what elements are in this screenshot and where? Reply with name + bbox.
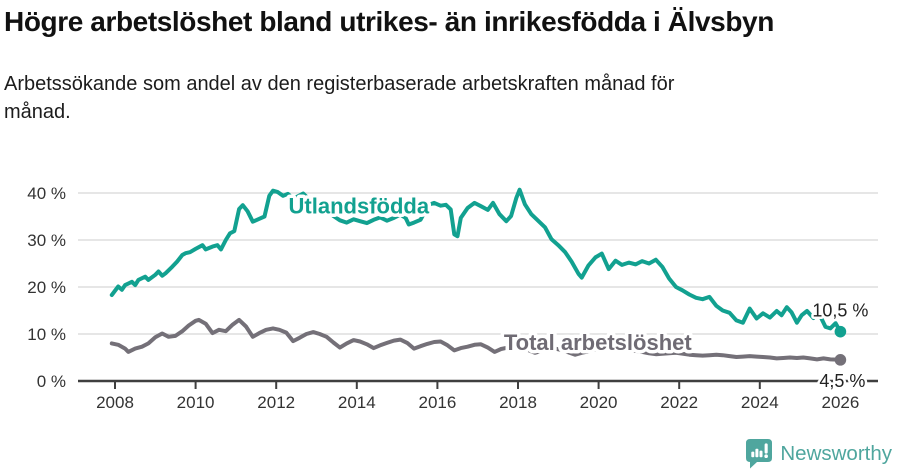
y-axis-label-30: 30 % [27,231,66,250]
newsworthy-logo[interactable]: Newsworthy [745,437,892,471]
x-axis-label-2016: 2016 [418,393,456,412]
series-label-1: Total arbetslöshet [504,330,693,355]
x-axis-label-2024: 2024 [741,393,779,412]
newsworthy-icon [746,439,773,469]
y-axis-label-20: 20 % [27,278,66,297]
unemployment-line-chart: 0 % 10 % 20 % 30 % 40 % 2008 2010 2012 2014 2016 2… [27,184,878,412]
series-label-0: Utlandsfödda [289,194,430,219]
x-axis-label-2014: 2014 [338,393,376,412]
x-axis-label-2018: 2018 [499,393,537,412]
x-axis-label-2026: 2026 [821,393,859,412]
series-end-value-0: 10,5 % [812,301,868,321]
y-axis-label-40: 40 % [27,184,66,203]
series-line-0 [109,187,843,334]
y-axis-label-10: 10 % [27,325,66,344]
y-axis-label-0: 0 % [37,372,66,391]
page-title: Högre arbetslöshet bland utrikes- än inr… [4,6,774,37]
series-line-1 [109,317,843,362]
series-end-dot-0 [834,325,847,338]
x-axis-label-2022: 2022 [660,393,698,412]
x-axis-label-2012: 2012 [257,393,295,412]
series-end-dot-1 [834,354,847,366]
x-axis-label-2010: 2010 [177,393,215,412]
series-end-value-1: 4,5 % [819,371,865,391]
newsworthy-wordmark: Newsworthy [780,442,892,465]
chart-subtitle: Arbetssökande som andel av den registerb… [4,73,675,123]
x-axis-label-2008: 2008 [96,393,134,412]
x-axis-label-2020: 2020 [580,393,618,412]
